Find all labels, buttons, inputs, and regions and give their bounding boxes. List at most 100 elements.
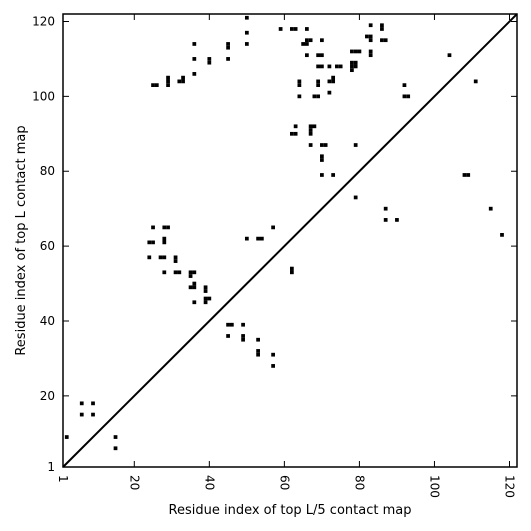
x-axis-label: Residue index of top L/5 contact map [169,503,412,518]
contact-point-top-l [293,124,298,129]
contact-point-top-l5 [173,270,178,275]
contact-point-top-l [353,195,358,200]
contact-point-top-l5 [188,285,193,290]
contact-point-top-l [305,53,309,58]
contact-point-top-l5 [207,296,212,301]
contact-point-top-l5 [256,349,260,353]
contact-point-top-l [335,64,339,69]
x-tick-label: 60 [277,475,291,490]
contact-point-top-l [353,64,358,69]
y-tick-label: 1 [47,460,55,474]
contact-point-top-l [488,206,493,211]
contact-point-top-l5 [91,412,95,417]
contact-point-top-l5 [147,255,152,260]
contact-point-top-l5 [151,225,155,230]
y-tick-label: 120 [32,14,55,28]
contact-point-top-l [316,64,321,69]
contact-point-top-l5 [173,259,178,263]
contact-point-top-l5 [64,435,69,439]
contact-point-top-l5 [173,255,178,260]
contact-point-top-l [192,57,197,61]
contact-point-top-l5 [241,334,245,338]
contact-point-top-l [368,53,373,58]
contact-point-top-l [320,154,324,159]
contact-point-top-l [207,57,212,61]
contact-point-top-l [402,83,407,87]
y-tick-label: 80 [40,164,55,178]
contact-point-top-l [331,75,336,80]
contact-point-top-l5 [203,296,208,301]
contact-point-top-l [177,79,182,84]
contact-point-top-l [181,79,185,84]
contact-point-top-l [192,42,197,46]
contact-point-top-l5 [229,322,234,327]
contact-point-top-l5 [166,225,170,230]
contact-point-top-l [327,64,332,69]
contact-point-top-l5 [188,274,193,278]
contact-point-top-l [316,94,321,99]
contact-point-top-l [331,79,336,84]
contact-point-top-l5 [91,401,95,406]
contact-point-top-l [226,57,230,61]
contact-point-top-l [293,131,298,136]
x-tick-label: 120 [502,475,516,498]
contact-point-top-l5 [256,337,260,342]
contact-point-top-l5 [271,364,275,368]
contact-point-top-l [166,75,170,80]
contact-point-top-l5 [113,435,118,439]
contact-point-top-l [271,225,275,230]
contact-point-top-l [368,49,373,54]
contact-point-top-l [406,94,411,99]
contact-point-top-l [353,49,358,54]
contact-point-top-l [308,128,313,132]
contact-point-top-l [308,124,313,129]
contact-point-top-l [383,218,388,222]
contact-point-top-l [395,218,399,222]
contact-point-top-l [297,79,302,84]
contact-point-top-l [368,23,373,28]
contact-point-top-l [368,34,373,39]
contact-point-top-l [320,173,324,177]
contact-point-top-l [350,60,354,65]
contact-point-top-l5 [241,337,245,342]
contact-point-top-l [181,75,185,80]
contact-point-top-l [380,38,384,43]
contact-point-top-l5 [203,289,208,293]
contact-point-top-l [297,83,302,87]
contact-point-top-l [350,49,354,54]
contact-point-top-l [316,53,321,58]
contact-point-top-l5 [259,236,264,241]
contact-point-top-l5 [162,240,167,245]
contact-point-top-l [353,143,358,147]
contact-point-top-l [323,143,328,147]
contact-point-top-l5 [241,322,245,327]
y-tick-label: 100 [32,89,55,103]
contact-point-top-l [462,173,467,177]
contact-point-top-l [338,64,343,69]
y-tick-label: 60 [40,239,55,253]
contact-point-top-l [383,206,388,211]
contact-point-top-l5 [226,334,230,338]
contact-point-top-l [466,173,471,177]
contact-point-top-l5 [192,285,197,290]
x-tick-label: 20 [127,475,141,490]
contact-point-top-l [305,38,309,43]
contact-point-top-l5 [256,236,260,241]
contact-point-top-l [447,53,452,58]
contact-point-top-l5 [79,412,84,417]
contact-point-top-l5 [290,270,294,275]
contact-point-top-l5 [162,255,167,260]
x-tick-label: 1 [56,475,70,483]
contact-point-top-l [278,27,283,31]
contact-point-top-l [500,233,504,237]
contact-point-top-l [166,83,170,87]
contact-point-top-l5 [162,236,167,241]
contact-point-top-l [293,27,298,31]
contact-point-top-l [380,23,384,28]
contact-point-top-l5 [256,352,260,357]
contact-point-top-l [308,143,313,147]
contact-point-top-l [312,94,317,99]
contact-point-top-l5 [79,401,84,406]
